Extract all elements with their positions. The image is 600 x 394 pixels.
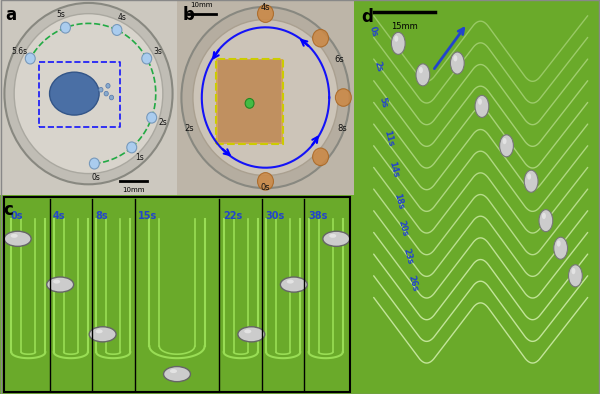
Circle shape bbox=[524, 170, 538, 192]
Text: 15s: 15s bbox=[138, 211, 157, 221]
Text: 8s: 8s bbox=[337, 124, 347, 133]
Text: 0s: 0s bbox=[11, 211, 23, 221]
Text: 23s: 23s bbox=[401, 247, 415, 265]
Text: 15mm: 15mm bbox=[391, 22, 418, 31]
Ellipse shape bbox=[4, 3, 173, 184]
Circle shape bbox=[11, 234, 17, 238]
Circle shape bbox=[53, 280, 60, 284]
Circle shape bbox=[61, 22, 70, 33]
Circle shape bbox=[313, 148, 329, 165]
Ellipse shape bbox=[181, 7, 350, 188]
Circle shape bbox=[527, 173, 531, 180]
Circle shape bbox=[238, 327, 265, 342]
Circle shape bbox=[142, 53, 152, 64]
Ellipse shape bbox=[193, 19, 338, 176]
Text: 20s: 20s bbox=[397, 219, 410, 238]
Text: 18s: 18s bbox=[392, 192, 405, 210]
Circle shape bbox=[500, 135, 514, 157]
Text: 5s: 5s bbox=[378, 96, 389, 109]
Circle shape bbox=[539, 210, 553, 232]
Circle shape bbox=[478, 98, 482, 105]
Text: a: a bbox=[5, 6, 16, 24]
Text: 2s: 2s bbox=[184, 124, 194, 133]
Circle shape bbox=[25, 53, 35, 64]
Ellipse shape bbox=[50, 72, 99, 115]
Text: 3s: 3s bbox=[153, 47, 162, 56]
Polygon shape bbox=[0, 0, 177, 195]
Text: 6s: 6s bbox=[334, 55, 344, 64]
Text: c: c bbox=[4, 201, 13, 219]
Circle shape bbox=[127, 142, 137, 153]
Circle shape bbox=[335, 89, 352, 106]
Circle shape bbox=[280, 277, 307, 292]
Circle shape bbox=[329, 234, 337, 238]
Circle shape bbox=[4, 231, 31, 246]
Text: d: d bbox=[361, 8, 373, 26]
Circle shape bbox=[557, 240, 560, 247]
Polygon shape bbox=[177, 0, 354, 195]
Circle shape bbox=[147, 112, 157, 123]
Text: 8s: 8s bbox=[95, 211, 108, 221]
Circle shape bbox=[99, 87, 103, 92]
Text: 1s: 1s bbox=[136, 153, 144, 162]
Text: 0s: 0s bbox=[260, 183, 271, 192]
Polygon shape bbox=[0, 195, 354, 394]
Circle shape bbox=[554, 237, 568, 259]
Circle shape bbox=[89, 327, 116, 342]
Circle shape bbox=[313, 30, 329, 47]
Circle shape bbox=[503, 138, 506, 144]
Text: 38s: 38s bbox=[308, 211, 328, 221]
Circle shape bbox=[109, 95, 113, 100]
FancyBboxPatch shape bbox=[218, 60, 281, 142]
Circle shape bbox=[571, 268, 575, 274]
Circle shape bbox=[244, 329, 251, 333]
Text: 10mm: 10mm bbox=[122, 187, 145, 193]
Text: 14s: 14s bbox=[387, 160, 400, 178]
Text: 4s: 4s bbox=[260, 3, 271, 12]
Circle shape bbox=[245, 98, 254, 108]
Text: 0s: 0s bbox=[91, 173, 100, 182]
Circle shape bbox=[542, 213, 546, 219]
Circle shape bbox=[419, 67, 423, 73]
Circle shape bbox=[257, 173, 274, 190]
Circle shape bbox=[106, 84, 110, 88]
Text: 5s: 5s bbox=[57, 10, 65, 19]
Circle shape bbox=[95, 329, 103, 333]
Circle shape bbox=[287, 280, 294, 284]
Circle shape bbox=[89, 158, 100, 169]
Text: 4s: 4s bbox=[118, 13, 127, 22]
Text: 30s: 30s bbox=[265, 211, 285, 221]
Circle shape bbox=[475, 95, 489, 117]
Text: b: b bbox=[182, 6, 194, 24]
Text: 26s: 26s bbox=[407, 275, 419, 293]
Text: 22s: 22s bbox=[223, 211, 242, 221]
Circle shape bbox=[170, 369, 177, 373]
Circle shape bbox=[164, 366, 190, 382]
Circle shape bbox=[112, 24, 122, 35]
Text: 10mm: 10mm bbox=[191, 2, 213, 8]
Text: 2s: 2s bbox=[159, 118, 168, 127]
Circle shape bbox=[323, 231, 350, 246]
Circle shape bbox=[257, 5, 274, 22]
Circle shape bbox=[391, 32, 405, 54]
Circle shape bbox=[394, 35, 398, 42]
Polygon shape bbox=[354, 0, 600, 394]
Text: 5.6s: 5.6s bbox=[11, 47, 28, 56]
Circle shape bbox=[454, 55, 457, 61]
FancyBboxPatch shape bbox=[216, 59, 283, 144]
Circle shape bbox=[47, 277, 74, 292]
Circle shape bbox=[104, 91, 109, 96]
Circle shape bbox=[569, 265, 582, 287]
Text: 0s: 0s bbox=[368, 25, 379, 38]
Ellipse shape bbox=[14, 14, 163, 174]
Text: 11s: 11s bbox=[382, 129, 395, 147]
Text: 4s: 4s bbox=[53, 211, 65, 221]
Circle shape bbox=[416, 64, 430, 86]
Text: 2s: 2s bbox=[373, 61, 385, 73]
Circle shape bbox=[451, 52, 464, 74]
